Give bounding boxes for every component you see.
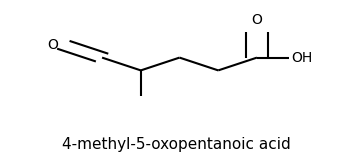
Text: O: O [252, 13, 262, 27]
Text: 4-methyl-5-oxopentanoic acid: 4-methyl-5-oxopentanoic acid [62, 137, 290, 152]
Text: OH: OH [291, 51, 313, 65]
Text: O: O [47, 38, 58, 52]
